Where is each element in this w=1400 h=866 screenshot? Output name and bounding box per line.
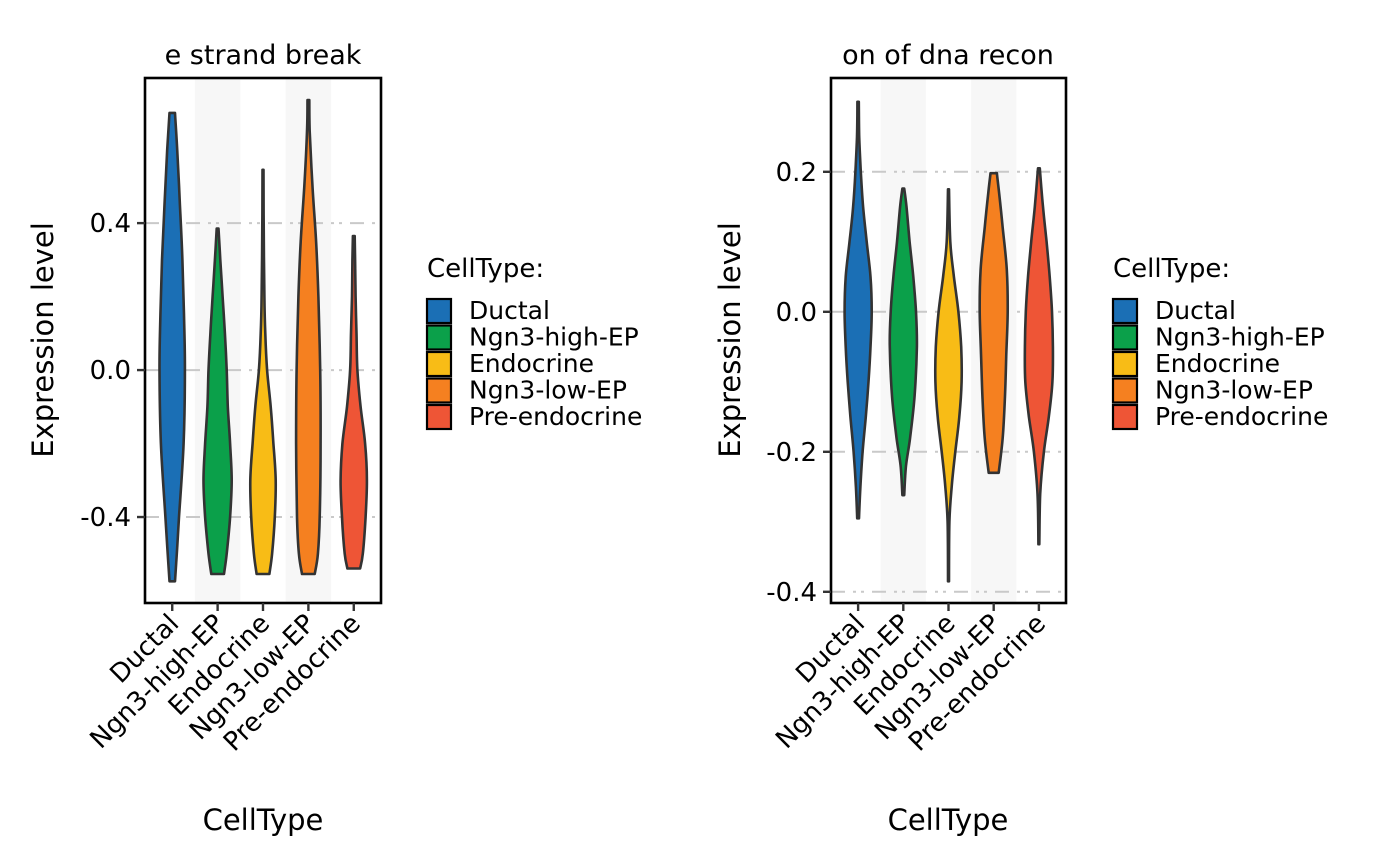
legend-label: Pre-endocrine [1155,402,1328,431]
legend-label: Endocrine [1155,349,1280,378]
violin-pre-endocrine [1023,167,1055,546]
legend-swatch-ngn3-low-ep [425,377,453,404]
legend-label: Ngn3-high-EP [1155,323,1325,352]
panel-title: on of dna recon [842,40,1054,71]
legend-swatch-endocrine [1111,350,1139,378]
legend-title: CellType: [427,254,544,284]
legend-swatch-pre-endocrine [425,403,453,431]
y-tick-label: 0.4 [90,209,131,239]
legend-swatch-ductal [425,297,453,325]
panel-title: e strand break [165,40,362,71]
violin-endocrine [248,168,278,576]
legend-label: Ngn3-low-EP [1155,376,1313,405]
legend-label: Ductal [1155,296,1236,325]
violin-ngn3-low-ep [294,98,322,576]
violin-ngn3-low-ep [978,171,1010,475]
legend-label: Endocrine [469,349,594,378]
y-axis-title: Expression level [713,222,747,458]
panel-dna-recombination: on of dna recon -0.4-0.20.00.2DuctalNgn3… [713,40,1328,837]
violin-ductal [158,111,187,583]
y-tick-label: -0.4 [766,578,817,608]
x-axis-title: CellType [888,803,1009,837]
legend-swatch-ngn3-high-ep [425,324,453,351]
legend-swatch-ductal [1111,297,1139,325]
y-tick-label: -0.4 [80,503,131,533]
legend-swatch-endocrine [425,350,453,378]
y-tick-label: -0.2 [766,438,817,468]
legend-swatch-ngn3-low-ep [1111,377,1139,404]
panel-double-strand-break: e strand break -0.4 0.0 0.4 DuctalNgn3-high… [26,40,642,837]
legend-label: Pre-endocrine [469,402,642,431]
legend-swatch-pre-endocrine [1111,403,1139,431]
legend-label: Ngn3-high-EP [469,323,639,352]
legend-label: Ngn3-low-EP [469,376,627,405]
violin-pre-endocrine [339,234,369,570]
y-tick-label: 0.0 [90,356,131,386]
violin-ngn3-high-ep [888,187,919,497]
legend-swatch-ngn3-high-ep [1111,324,1139,351]
legend-label: Ductal [469,296,550,325]
y-tick-label: 0.2 [776,158,817,188]
y-axis-title: Expression level [26,222,60,458]
violin-endocrine [933,188,964,583]
violin-ductal [843,100,873,520]
x-axis-title: CellType [203,803,324,837]
violin-ngn3-high-ep [202,227,233,576]
legend-title: CellType: [1113,254,1230,284]
y-tick-label: 0.0 [776,298,817,328]
